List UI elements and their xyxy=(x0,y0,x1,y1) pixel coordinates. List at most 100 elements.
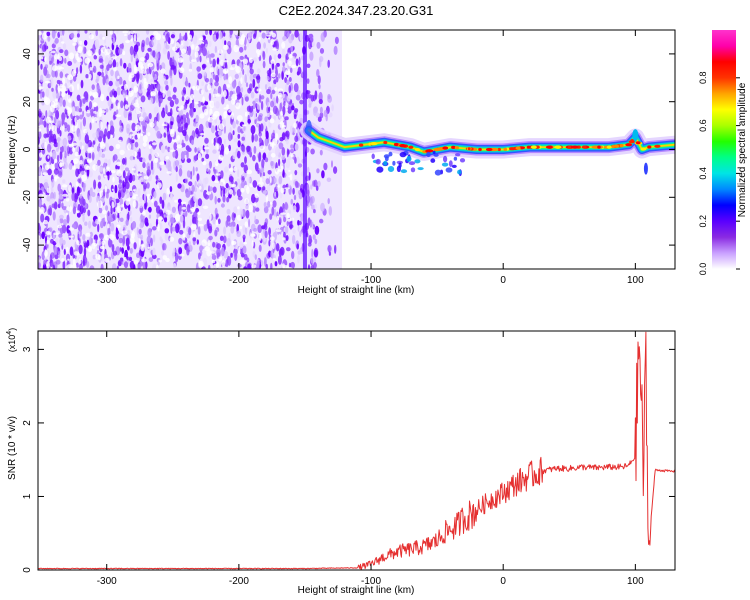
noise-gap xyxy=(93,117,98,122)
noise-speckle xyxy=(188,181,193,187)
noise-speckle xyxy=(191,139,194,146)
noise-speckle xyxy=(293,114,297,120)
noise-speckle xyxy=(223,251,229,259)
noise-speckle xyxy=(211,85,215,90)
noise-gap xyxy=(141,258,147,263)
noise-speckle xyxy=(97,223,100,233)
noise-speckle xyxy=(67,145,71,155)
noise-gap xyxy=(281,116,284,122)
noise-speckle xyxy=(243,45,247,51)
noise-speckle xyxy=(278,73,281,79)
noise-speckle xyxy=(295,202,300,213)
noise-speckle xyxy=(57,31,61,38)
signal-hotspot xyxy=(490,147,499,152)
noise-speckle xyxy=(239,208,244,217)
noise-speckle xyxy=(285,235,289,241)
noise-speckle xyxy=(63,219,67,227)
noise-speckle xyxy=(224,40,227,46)
noise-speckle xyxy=(148,153,152,161)
noise-gap xyxy=(59,67,65,70)
noise-gap xyxy=(105,48,111,56)
noise-gap xyxy=(89,67,93,71)
noise-speckle xyxy=(45,88,50,98)
noise-gap xyxy=(87,158,93,163)
noise-speckle xyxy=(188,82,191,88)
noise-speckle xyxy=(204,43,209,50)
noise-gap xyxy=(113,67,117,72)
noise-speckle xyxy=(47,168,52,176)
noise-gap xyxy=(197,217,202,221)
noise-gap xyxy=(110,170,116,174)
noise-gap xyxy=(134,124,141,132)
noise-speckle xyxy=(296,243,300,250)
noise-gap xyxy=(103,167,106,175)
noise-gap xyxy=(276,215,280,221)
noise-speckle xyxy=(100,220,104,229)
noise-gap xyxy=(197,211,201,216)
noise-speckle xyxy=(262,60,266,69)
noise-gap xyxy=(259,145,265,151)
signal-hotspot xyxy=(451,145,456,149)
signal-hotspot xyxy=(654,144,661,148)
noise-speckle xyxy=(69,246,74,256)
noise-speckle xyxy=(146,235,152,245)
noise-speckle xyxy=(237,150,241,159)
noise-speckle xyxy=(294,30,299,38)
noise-gap xyxy=(119,149,125,156)
noise-speckle xyxy=(122,180,125,189)
noise-speckle xyxy=(47,36,51,42)
noise-speckle xyxy=(98,207,103,214)
noise-gap xyxy=(158,216,163,222)
noise-speckle xyxy=(56,218,61,226)
noise-speckle xyxy=(145,30,150,35)
noise-speckle xyxy=(38,199,42,208)
noise-speckle xyxy=(130,143,135,150)
noise-gap xyxy=(250,233,256,237)
noise-speckle xyxy=(121,247,124,254)
noise-speckle xyxy=(284,226,289,234)
noise-speckle xyxy=(91,84,95,90)
noise-speckle xyxy=(291,55,296,63)
noise-speckle xyxy=(148,202,151,208)
signal-hotspot xyxy=(478,147,482,152)
noise-gap xyxy=(293,122,297,129)
noise-gap xyxy=(93,110,97,114)
noise-gap xyxy=(133,194,139,197)
noise-speckle xyxy=(244,96,249,102)
noise-speckle xyxy=(185,112,189,119)
noise-speckle xyxy=(191,101,195,109)
noise-speckle xyxy=(328,206,332,216)
colorbar-label: Normalized spectral amplitude xyxy=(737,82,748,217)
noise-speckle xyxy=(71,106,76,117)
noise-gap xyxy=(92,164,98,171)
noise-speckle xyxy=(282,93,285,99)
noise-speckle xyxy=(51,30,56,39)
noise-speckle xyxy=(233,138,239,143)
noise-speckle xyxy=(142,125,146,133)
noise-gap xyxy=(288,60,292,67)
signal-hotspot xyxy=(399,144,407,148)
noise-gap xyxy=(88,73,92,80)
noise-speckle xyxy=(286,32,290,38)
noise-gap xyxy=(257,52,260,58)
noise-speckle xyxy=(40,213,45,223)
noise-gap xyxy=(248,204,254,213)
noise-gap xyxy=(203,146,210,150)
noise-gap xyxy=(79,160,83,165)
noise-speckle xyxy=(308,238,313,244)
noise-speckle xyxy=(105,108,109,113)
noise-gap xyxy=(209,67,214,73)
noise-gap xyxy=(121,230,128,236)
noise-speckle xyxy=(55,238,59,244)
signal-hotspot xyxy=(606,145,612,149)
noise-speckle xyxy=(77,30,80,35)
x-tick-label: -200 xyxy=(229,275,249,286)
noise-speckle xyxy=(95,154,100,161)
spectrogram-x-axis: -300 -200 -100 0 100 xyxy=(97,30,644,286)
noise-speckle xyxy=(112,250,118,256)
noise-gap xyxy=(152,142,157,146)
noise-gap xyxy=(166,171,172,174)
noise-speckle xyxy=(244,225,248,235)
noise-speckle xyxy=(197,131,202,137)
noise-speckle xyxy=(71,192,75,202)
